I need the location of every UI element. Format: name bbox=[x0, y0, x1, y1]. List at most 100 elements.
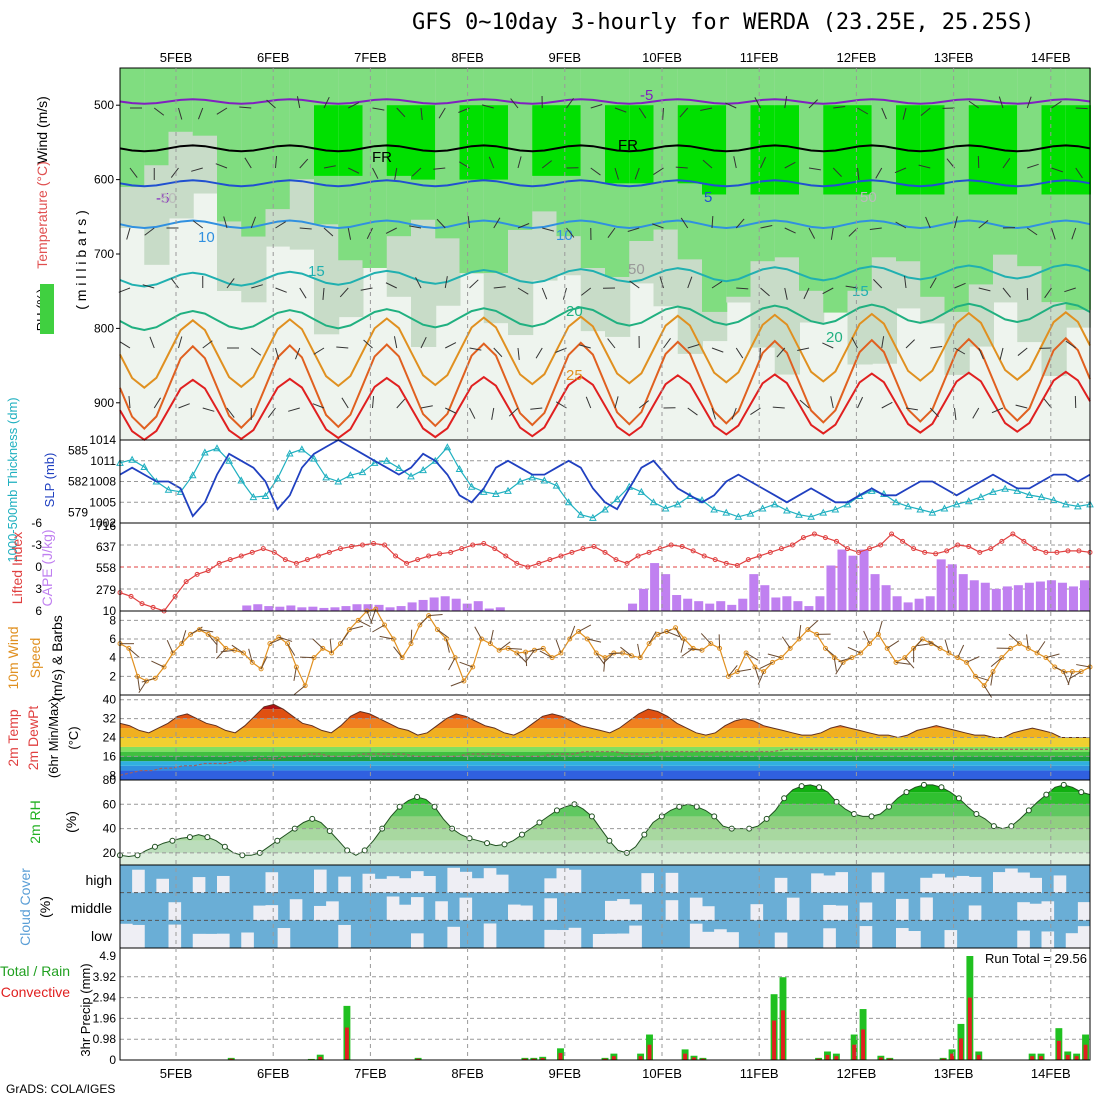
wind-speed-point bbox=[285, 641, 291, 647]
wind-barb-10m bbox=[445, 638, 450, 653]
cape-bar bbox=[1079, 580, 1089, 611]
rh-point bbox=[886, 803, 893, 810]
wind-barb bbox=[1064, 287, 1076, 293]
lifted-index-point bbox=[470, 542, 476, 548]
wind-barb-10m bbox=[231, 644, 244, 654]
wind-barb-10m bbox=[754, 666, 760, 681]
wind-barb-10m bbox=[1008, 633, 1020, 645]
cape-bar bbox=[1002, 586, 1012, 611]
wind-barb bbox=[607, 338, 616, 349]
wind-barb bbox=[918, 164, 931, 169]
thickness-point bbox=[783, 506, 791, 514]
wind-barb bbox=[493, 286, 506, 289]
date-label-bottom: 6FEB bbox=[257, 1066, 290, 1081]
lifted-index-point bbox=[911, 546, 917, 552]
cape-bar bbox=[859, 549, 869, 611]
cape-bar bbox=[672, 595, 682, 611]
wind-barb-10m bbox=[603, 652, 615, 664]
wind-barb-10m bbox=[539, 650, 553, 659]
slp-thickness-panel: 585 582 579 1014 1011 1008 1005 1002 bbox=[68, 433, 1094, 530]
lifted-index-point bbox=[591, 543, 597, 549]
cape-bar bbox=[870, 574, 880, 611]
lifted-index-point bbox=[800, 535, 806, 541]
wind-barb-10m bbox=[137, 676, 141, 691]
wind-barb-10m bbox=[886, 640, 900, 649]
cape-bar bbox=[297, 607, 307, 611]
cloud-cover-block bbox=[374, 878, 388, 893]
wind-barb bbox=[372, 107, 385, 111]
cape-bar bbox=[275, 606, 285, 611]
precip-convective-bar bbox=[229, 1058, 234, 1060]
wind-barb bbox=[830, 396, 834, 409]
lifted-index-point bbox=[867, 546, 873, 552]
temp-colour-band bbox=[120, 746, 1090, 752]
cloud-cover-block bbox=[1077, 926, 1091, 948]
wind-speed-point bbox=[805, 627, 811, 633]
wind-speed-point bbox=[964, 659, 970, 665]
wind-barb bbox=[832, 167, 842, 177]
wind-barb bbox=[191, 167, 203, 172]
precip-convective-bar bbox=[1083, 1044, 1088, 1060]
lifted-index-point bbox=[1076, 548, 1082, 554]
wind-barb bbox=[517, 156, 522, 169]
lifted-index-point bbox=[679, 543, 685, 549]
cloud-cover-block bbox=[362, 873, 376, 893]
lifted-index-point bbox=[238, 553, 244, 559]
wind-barb bbox=[687, 344, 700, 349]
ylabel-precip-3: 3hr Precip (mm) bbox=[78, 963, 93, 1056]
wind-speed-point bbox=[399, 655, 405, 661]
cape-bar bbox=[727, 604, 737, 611]
rh-tick-label: 20 bbox=[103, 846, 117, 860]
thickness-point bbox=[1061, 500, 1070, 508]
rh-point bbox=[484, 840, 491, 847]
cloud-cover-block bbox=[241, 932, 254, 948]
cloud-cover-block bbox=[956, 875, 970, 893]
temp-warm-band bbox=[120, 737, 1090, 747]
wind-barb bbox=[638, 400, 650, 409]
rh-point bbox=[711, 813, 718, 820]
temp-warm-band bbox=[120, 709, 1090, 719]
temp-line bbox=[119, 703, 1090, 739]
rh-point bbox=[553, 807, 560, 814]
rh-point bbox=[1060, 781, 1067, 788]
wind-barb bbox=[954, 347, 966, 355]
cloud-cover-block bbox=[750, 904, 764, 921]
wind-barb bbox=[469, 347, 482, 351]
wind-barb bbox=[607, 227, 616, 239]
thickness-tick-label: 582 bbox=[68, 475, 88, 489]
cape-bar bbox=[352, 604, 362, 611]
date-label-bottom: 14FEB bbox=[1031, 1066, 1071, 1081]
rh-point bbox=[344, 847, 351, 854]
thickness-point bbox=[358, 468, 367, 476]
thickness-point bbox=[310, 454, 318, 462]
wind-barb bbox=[170, 167, 179, 178]
ylabel-temp2m-3: (6hr Min/Max) bbox=[46, 698, 61, 778]
rh-shade-band bbox=[120, 792, 1090, 805]
cape-bar bbox=[264, 606, 274, 611]
lifted-index-point bbox=[404, 560, 410, 566]
wind-barb bbox=[895, 221, 907, 229]
wind-barb bbox=[905, 407, 918, 411]
wind-barb bbox=[144, 227, 155, 236]
wind-barb bbox=[760, 287, 770, 297]
wind-speed-point bbox=[576, 629, 582, 635]
wind-speed-point bbox=[646, 641, 652, 647]
thickness-point bbox=[540, 476, 549, 484]
wind-barb bbox=[251, 284, 263, 289]
lifted-index-point bbox=[856, 549, 862, 555]
wind-barb bbox=[436, 218, 446, 229]
thickness-point bbox=[443, 443, 452, 451]
precip-tick-label: 0 bbox=[109, 1053, 116, 1067]
thickness-point bbox=[407, 472, 415, 480]
lifted-index-point bbox=[712, 557, 718, 563]
cape-bar bbox=[484, 608, 494, 611]
wind-barb bbox=[731, 407, 737, 420]
cloud-cover-block bbox=[423, 875, 436, 893]
lifted-index-point bbox=[348, 543, 354, 549]
thickness-point bbox=[164, 485, 173, 493]
wind-barb bbox=[313, 347, 325, 355]
wind-barb bbox=[663, 337, 671, 349]
cape-bar bbox=[815, 596, 825, 611]
cloud-cover-block bbox=[556, 930, 570, 948]
